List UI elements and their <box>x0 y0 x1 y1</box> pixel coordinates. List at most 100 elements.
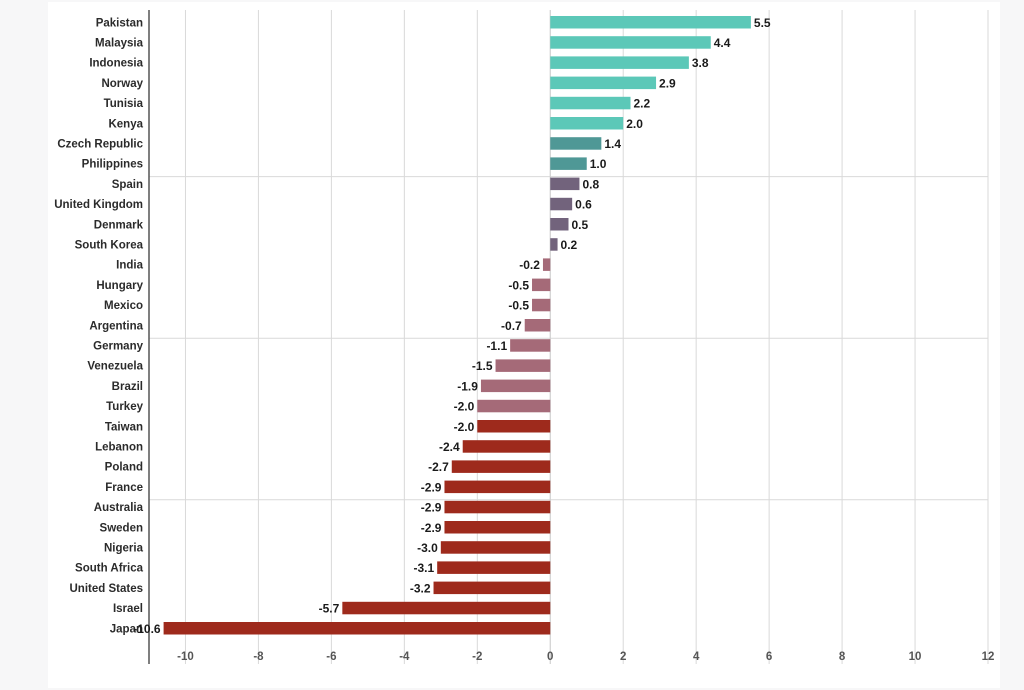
bar <box>477 420 551 433</box>
x-tick-label: -2 <box>472 651 482 663</box>
category-label: Hungary <box>96 280 143 292</box>
data-label: 5.5 <box>754 16 771 30</box>
bar <box>550 238 558 251</box>
bar <box>163 622 551 635</box>
data-label: -2.9 <box>421 480 442 494</box>
category-label: Czech Republic <box>57 138 143 150</box>
data-label: 0.2 <box>561 238 578 252</box>
bar <box>550 36 711 49</box>
category-label: Spain <box>112 179 143 191</box>
category-label: Poland <box>105 462 143 474</box>
data-label: 1.4 <box>604 137 621 151</box>
data-label: -0.2 <box>519 258 540 272</box>
bar <box>550 197 573 211</box>
bar <box>444 500 551 514</box>
bar <box>524 319 551 332</box>
bar <box>532 298 551 312</box>
bar <box>342 601 551 615</box>
category-label: India <box>116 260 143 272</box>
category-label: Norway <box>101 78 143 90</box>
bar <box>550 117 624 130</box>
x-tick-label: -6 <box>326 651 336 663</box>
data-label: -3.1 <box>413 561 434 575</box>
bar <box>532 278 551 292</box>
data-label: -5.7 <box>319 602 340 616</box>
category-label: South Africa <box>75 563 144 575</box>
x-tick-label: 12 <box>982 651 995 663</box>
category-label: Germany <box>93 340 143 352</box>
bar <box>550 177 580 191</box>
data-label: -1.5 <box>472 359 493 373</box>
category-label: Japan <box>110 623 143 635</box>
bar <box>510 339 551 352</box>
x-tick-label: -10 <box>177 651 194 663</box>
bar <box>542 258 551 271</box>
category-label: Lebanon <box>95 441 143 453</box>
x-tick-label: 10 <box>909 651 922 663</box>
data-label: -1.9 <box>457 379 478 393</box>
data-label: -0.5 <box>508 299 529 313</box>
x-tick-label: 4 <box>693 651 700 663</box>
bar <box>451 460 551 473</box>
bar <box>550 96 631 110</box>
bar <box>495 359 551 372</box>
category-label: United States <box>70 583 144 595</box>
data-label: 4.4 <box>714 36 731 50</box>
data-label: -2.4 <box>439 440 460 454</box>
bar <box>440 541 551 554</box>
category-label: United Kingdom <box>54 199 143 211</box>
data-label: 2.2 <box>634 97 651 111</box>
category-label: Kenya <box>108 118 143 130</box>
bar <box>480 379 551 393</box>
x-tick-label: 8 <box>839 651 846 663</box>
data-label: -3.0 <box>417 541 438 555</box>
bar <box>550 16 751 29</box>
bar <box>550 218 569 231</box>
bar <box>550 56 689 69</box>
data-label: -2.0 <box>454 420 475 434</box>
category-label: Pakistan <box>96 17 143 29</box>
category-label: France <box>105 482 143 494</box>
x-tick-label: -8 <box>253 651 264 663</box>
x-tick-label: 2 <box>620 651 626 663</box>
category-label: South Korea <box>75 239 144 251</box>
category-label: Nigeria <box>104 542 144 554</box>
data-label: -0.5 <box>508 278 529 292</box>
bar <box>550 137 602 150</box>
bar <box>437 561 551 574</box>
bar <box>444 521 551 534</box>
category-label: Australia <box>94 502 144 514</box>
x-tick-label: 6 <box>766 651 772 663</box>
bar <box>477 399 551 413</box>
data-label: 0.8 <box>582 177 599 191</box>
data-label: 1.0 <box>590 157 607 171</box>
category-label: Taiwan <box>105 421 143 433</box>
data-label: -2.0 <box>454 400 475 414</box>
data-label: -3.2 <box>410 581 431 595</box>
data-label: 0.5 <box>572 218 589 232</box>
data-label: -0.7 <box>501 319 522 333</box>
data-label: -10.6 <box>133 622 161 636</box>
category-label: Sweden <box>100 522 143 534</box>
category-label: Philippines <box>82 159 143 171</box>
bar <box>550 157 587 170</box>
x-tick-label: 0 <box>547 651 553 663</box>
category-label: Turkey <box>106 401 143 413</box>
data-label: 2.0 <box>626 117 643 131</box>
data-label: -2.9 <box>421 501 442 515</box>
data-label: 2.9 <box>659 76 676 90</box>
category-label: Venezuela <box>87 361 143 373</box>
bar <box>433 581 551 595</box>
category-label: Tunisia <box>104 98 144 110</box>
bar <box>462 440 551 453</box>
data-label: 3.8 <box>692 56 709 70</box>
category-label: Malaysia <box>95 37 144 49</box>
bar <box>550 76 657 90</box>
bar <box>444 480 551 494</box>
category-label: Brazil <box>112 381 143 393</box>
x-tick-label: -4 <box>399 651 410 663</box>
data-label: -2.9 <box>421 521 442 535</box>
category-label: Argentina <box>89 320 143 332</box>
category-label: Israel <box>113 603 143 615</box>
